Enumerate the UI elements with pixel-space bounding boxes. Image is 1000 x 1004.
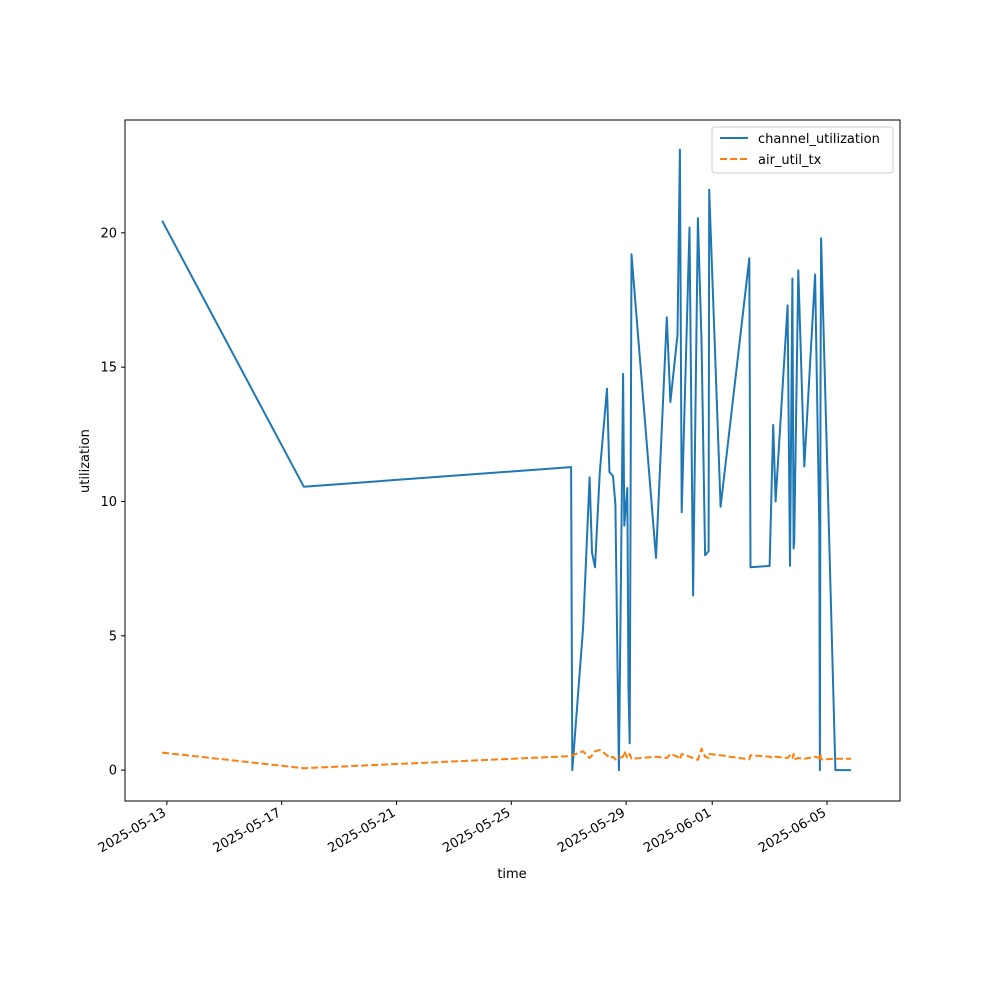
plot-frame [124, 119, 901, 802]
y-tick-label: 0 [109, 764, 117, 779]
y-tick-label: 10 [100, 495, 117, 510]
legend-box [711, 126, 894, 174]
series-layer [161, 148, 851, 772]
legend: channel_utilization air_util_tx [711, 126, 894, 174]
x-axis-label: time [497, 867, 526, 882]
y-tick-label: 5 [109, 629, 117, 644]
legend-label-channel-utilization: channel_utilization [758, 132, 880, 147]
y-axis-label: utilization [78, 429, 93, 493]
series-line-channel-utilization [161, 148, 851, 772]
y-axis-ticks: 0 5 10 15 20 [100, 226, 125, 779]
series-line-air-util-tx [161, 747, 851, 770]
y-tick-label: 20 [100, 226, 117, 241]
y-tick-label: 15 [100, 361, 117, 376]
legend-label-air-util-tx: air_util_tx [758, 153, 822, 168]
